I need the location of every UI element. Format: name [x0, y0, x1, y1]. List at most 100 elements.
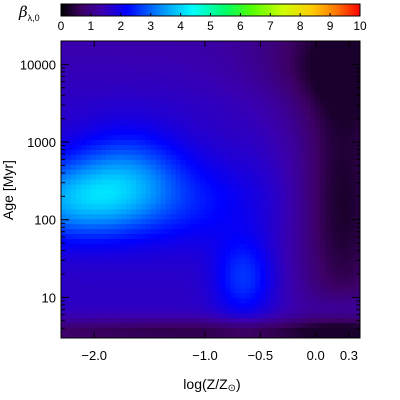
heatmap-cell	[155, 278, 162, 285]
heatmap-cell	[185, 194, 192, 200]
heatmap-cell	[340, 75, 346, 82]
heatmap-cell	[345, 95, 351, 101]
heatmap-cell	[230, 189, 237, 196]
heatmap-cell	[310, 125, 316, 131]
heatmap-cell	[140, 273, 147, 280]
heatmap-cell	[310, 189, 316, 196]
heatmap-cell	[150, 209, 157, 215]
heatmap-cell	[110, 125, 117, 131]
heatmap-cell	[285, 239, 291, 245]
heatmap-cell	[170, 303, 177, 309]
heatmap-cell	[265, 149, 271, 156]
heatmap-cell	[290, 125, 296, 131]
heatmap-cell	[190, 144, 197, 151]
heatmap-cell	[250, 328, 256, 334]
heatmap-cell	[310, 298, 316, 304]
heatmap-cell	[75, 41, 82, 47]
heatmap-cell	[205, 110, 212, 116]
heatmap-cell	[350, 80, 356, 87]
heatmap-cell	[70, 41, 77, 47]
heatmap-cell	[61, 204, 67, 210]
heatmap-cell	[320, 110, 326, 116]
heatmap-cell	[145, 90, 152, 97]
heatmap-cell	[230, 253, 237, 260]
heatmap-cell	[235, 65, 241, 72]
heatmap-cell	[250, 333, 256, 338]
heatmap-cell	[235, 303, 241, 309]
heatmap-cell	[255, 209, 261, 215]
heatmap-cell	[315, 179, 321, 186]
heatmap-cell	[61, 288, 67, 295]
heatmap-cell	[175, 85, 182, 92]
heatmap-cell	[275, 318, 281, 324]
heatmap-cell	[355, 41, 360, 47]
heatmap-cell	[295, 154, 301, 161]
heatmap-cell	[100, 209, 107, 215]
heatmap-cell	[260, 110, 266, 116]
heatmap-cell	[295, 85, 301, 92]
heatmap-cell	[315, 214, 321, 220]
heatmap-cell	[195, 303, 202, 309]
heatmap-cell	[255, 328, 261, 334]
heatmap-cell	[65, 100, 72, 106]
heatmap-cell	[90, 75, 97, 82]
heatmap-cell	[260, 268, 266, 275]
heatmap-cell	[245, 194, 251, 200]
heatmap-cell	[150, 283, 157, 290]
heatmap-cell	[280, 194, 286, 200]
heatmap-cell	[155, 80, 162, 87]
heatmap-cell	[200, 130, 207, 136]
heatmap-cell	[295, 214, 301, 220]
heatmap-cell	[200, 174, 207, 181]
heatmap-cell	[75, 149, 82, 156]
heatmap-cell	[305, 100, 311, 106]
heatmap-cell	[315, 154, 321, 161]
heatmap-cell	[240, 110, 246, 116]
heatmap-cell	[320, 100, 326, 106]
heatmap-cell	[240, 219, 246, 225]
heatmap-cell	[285, 179, 291, 186]
heatmap-cell	[245, 135, 251, 141]
heatmap-cell	[160, 248, 167, 255]
heatmap-cell	[355, 323, 360, 329]
heatmap-cell	[210, 273, 217, 280]
heatmap-cell	[345, 144, 351, 151]
heatmap-cell	[100, 70, 107, 77]
heatmap-cell	[170, 273, 177, 280]
heatmap-cell	[160, 45, 167, 52]
heatmap-cell	[275, 219, 281, 225]
heatmap-cell	[305, 45, 311, 52]
heatmap-cell	[185, 110, 192, 116]
heatmap-cell	[155, 308, 162, 314]
heatmap-cell	[265, 234, 271, 240]
heatmap-cell	[110, 70, 117, 77]
heatmap-cell	[175, 273, 182, 280]
heatmap-cell	[345, 135, 351, 141]
heatmap-cell	[220, 298, 227, 304]
heatmap-cell	[210, 263, 217, 270]
heatmap-cell	[340, 55, 346, 62]
x-tick-label: −1.0	[192, 348, 218, 363]
heatmap-cell	[115, 115, 122, 121]
heatmap-cell	[330, 288, 336, 295]
heatmap-cell	[110, 263, 117, 270]
heatmap-cell	[320, 125, 326, 131]
heatmap-cell	[315, 328, 321, 334]
heatmap-cell	[65, 41, 72, 47]
heatmap-cell	[255, 65, 261, 72]
heatmap-cell	[330, 318, 336, 324]
heatmap-cell	[175, 149, 182, 156]
heatmap-cell	[75, 110, 82, 116]
heatmap-cell	[345, 253, 351, 260]
heatmap-cell	[190, 243, 197, 250]
heatmap-cell	[190, 313, 197, 319]
heatmap-cell	[265, 45, 271, 52]
heatmap-cell	[290, 169, 296, 176]
heatmap-cell	[105, 273, 112, 280]
heatmap-cell	[300, 308, 306, 314]
heatmap-cell	[85, 209, 92, 215]
heatmap-cell	[285, 159, 291, 166]
heatmap-cell	[175, 105, 182, 111]
heatmap-cell	[330, 323, 336, 329]
heatmap-cell	[95, 184, 102, 191]
